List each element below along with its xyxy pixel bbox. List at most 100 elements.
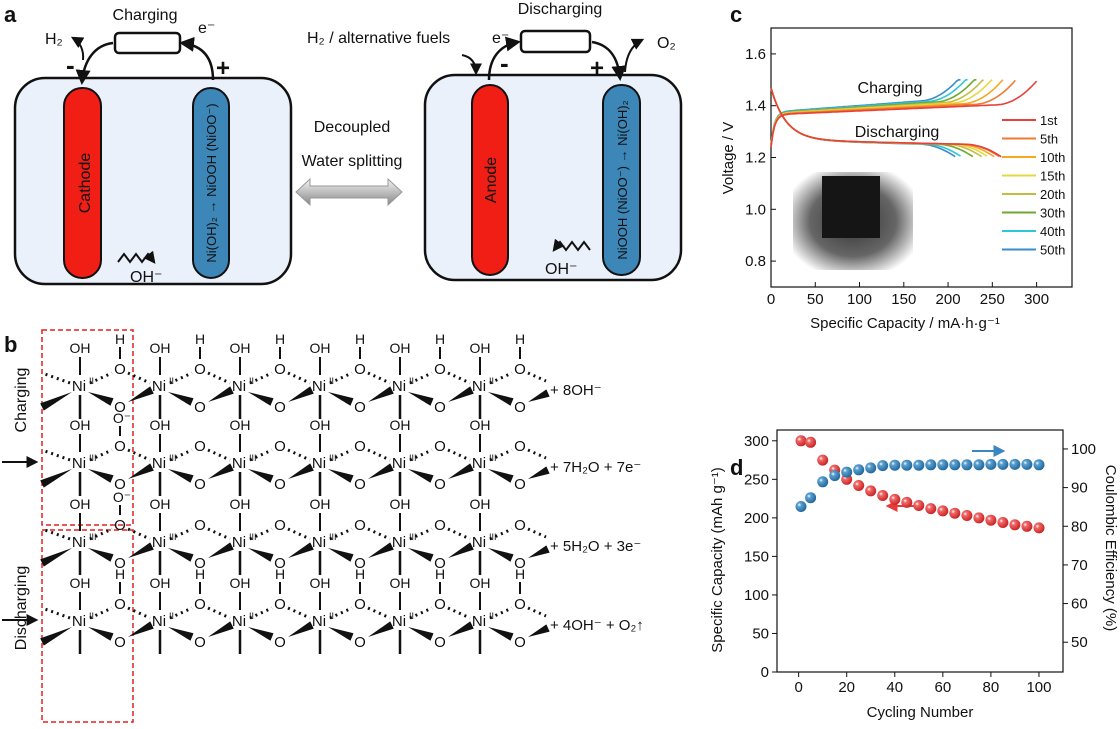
oxygen-label: O xyxy=(514,361,526,378)
x-tick-label: 200 xyxy=(936,291,961,308)
wedge-bond xyxy=(208,386,234,402)
wedge-bond xyxy=(208,542,234,558)
oxidation-state: III xyxy=(249,453,257,463)
hydrogen-label: H xyxy=(435,331,445,347)
oxygen-label: O xyxy=(514,476,526,493)
hydroxyl-label: OH xyxy=(310,575,331,591)
hashed-bond xyxy=(527,527,547,539)
voltage-profile-chart: Charging Discharging Voltage / V Specifi… xyxy=(720,27,1073,332)
electron-flow-arrow xyxy=(591,40,627,81)
wedge-bond xyxy=(288,463,314,479)
h2-label: H₂ xyxy=(45,31,63,48)
oxidation-state: II xyxy=(89,611,94,621)
nickel-label: Ni xyxy=(72,455,86,472)
hashed-bond xyxy=(527,371,547,383)
wedge-bond xyxy=(88,392,114,406)
hashed-bond xyxy=(329,371,353,385)
capacity-point xyxy=(925,503,937,515)
reaction-products: + 7H₂O + 7e⁻ xyxy=(550,459,641,476)
hashed-bond xyxy=(527,448,547,460)
legend-label: 1st xyxy=(1040,113,1058,128)
oxygen-label: O xyxy=(434,399,446,416)
capacity-point xyxy=(877,490,889,501)
wedge-bond xyxy=(248,627,274,641)
oxygen-label: O xyxy=(514,517,526,534)
x-tick-label: 20 xyxy=(838,679,855,696)
electron-flow-arrow xyxy=(179,36,215,81)
oxidation-state: II xyxy=(249,611,254,621)
ion-migration-arrow xyxy=(552,238,591,252)
hashed-bond xyxy=(41,448,71,462)
oxygen-label: O xyxy=(274,517,286,534)
left-y-tick-label: 150 xyxy=(744,548,769,565)
hashed-bond xyxy=(127,606,151,620)
hashed-bond xyxy=(489,371,513,385)
electron-label: e⁻ xyxy=(198,20,215,37)
oxygen-label: O xyxy=(114,399,126,416)
oxidation-state: III xyxy=(169,532,177,542)
hashed-bond xyxy=(409,606,433,620)
legend-label: 5th xyxy=(1040,132,1058,147)
efficiency-point xyxy=(937,459,949,471)
capacity-point xyxy=(901,496,913,508)
negative-terminal: - xyxy=(66,50,75,80)
hydroxyl-label: OH xyxy=(470,417,491,433)
oxygen-label: O xyxy=(274,476,286,493)
capacity-point xyxy=(795,435,807,447)
charging-cell: Cathode Ni(OH)₂ → NiOOH (NiOO⁻) Charging… xyxy=(13,7,293,286)
nickel-label: Ni xyxy=(392,613,406,630)
discharge-curve-50th xyxy=(770,87,956,158)
oxygen-label: O xyxy=(194,476,206,493)
discharging-title: Discharging xyxy=(518,1,602,18)
left-y-tick-label: 100 xyxy=(744,587,769,604)
right-y-tick-label: 90 xyxy=(1071,480,1088,497)
nickel-label: Ni xyxy=(152,613,166,630)
wedge-bond xyxy=(528,624,550,637)
discharge-curve-1st xyxy=(770,87,1002,158)
efficiency-point xyxy=(841,466,853,478)
hydroxyl-label: OH xyxy=(470,340,491,356)
hashed-bond xyxy=(207,448,231,462)
hydrogen-label: H xyxy=(115,331,125,347)
capacity-point xyxy=(1009,519,1021,531)
wedge-bond xyxy=(128,463,154,479)
nickel-label: Ni xyxy=(152,455,166,472)
hydroxyl-label: OH xyxy=(310,340,331,356)
hashed-bond xyxy=(409,448,433,462)
hashed-bond xyxy=(447,527,471,541)
wedge-bond xyxy=(528,389,550,402)
oxygen-label: O xyxy=(354,361,366,378)
left-y-tick-label: 50 xyxy=(752,625,769,642)
nickel-label: Ni xyxy=(472,534,486,551)
hydrogen-label: H xyxy=(275,566,285,582)
hydroxyl-label: OH xyxy=(390,496,411,512)
oxygen-label: O xyxy=(274,596,286,613)
hydroxyl-label: OH xyxy=(390,340,411,356)
oxidation-state: II xyxy=(329,611,334,621)
x-tick-label: 100 xyxy=(847,291,872,308)
efficiency-point xyxy=(997,458,1009,470)
wedge-bond xyxy=(408,548,434,562)
anode-label: Anode xyxy=(483,157,500,203)
oxygen-label: O xyxy=(434,555,446,572)
left-y-tick-label: 250 xyxy=(744,471,769,488)
discharging-label: Discharging xyxy=(13,566,30,650)
oxygen-label: O xyxy=(114,634,126,651)
hydroxyl-label: OH xyxy=(230,496,251,512)
hydrogen-label: H xyxy=(275,331,285,347)
left-y-tick-label: 200 xyxy=(744,510,769,527)
highlight-box xyxy=(41,529,134,723)
left-y-tick-label: 0 xyxy=(761,664,769,681)
hydrogen-label: H xyxy=(435,566,445,582)
hydrogen-label: H xyxy=(195,331,205,347)
electrode-photo-sample xyxy=(822,176,880,238)
y-axis-label: Voltage / V xyxy=(720,122,737,195)
oxygen-label: O xyxy=(274,555,286,572)
nickel-electrode xyxy=(192,87,230,279)
oxide-anion-label: O⁻ xyxy=(113,410,131,426)
wedge-bond xyxy=(328,548,354,562)
hashed-bond xyxy=(329,527,353,541)
wedge-bond xyxy=(128,621,154,637)
legend-label: 40th xyxy=(1040,224,1065,239)
